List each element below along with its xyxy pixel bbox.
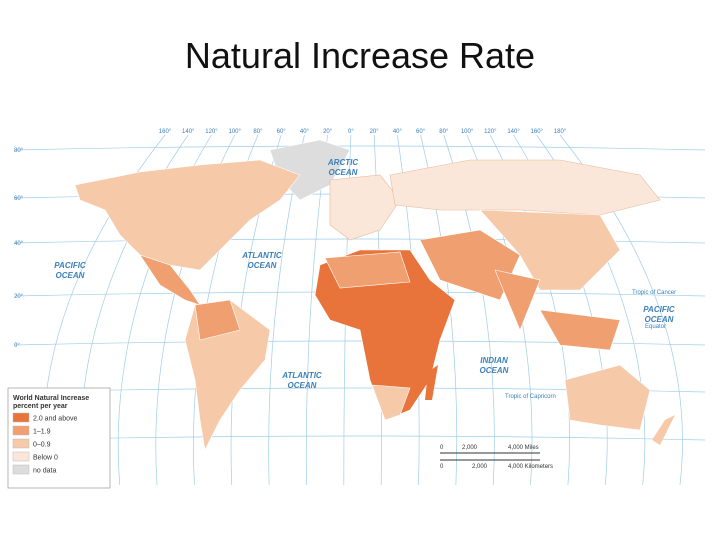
reference-line-label: Tropic of Capricorn bbox=[505, 394, 556, 400]
legend-swatch bbox=[12, 451, 30, 462]
longitude-label: 180° bbox=[554, 129, 567, 135]
map: 160° 140° 120° 100° 80° 60° 40° 20° 0° 20° 40° 60° 8… bbox=[5, 120, 715, 495]
southeast-asia bbox=[539, 309, 621, 351]
longitude-label: 40° bbox=[300, 129, 310, 135]
legend-label: 2.0 and above bbox=[33, 416, 77, 423]
legend-label: 1–1.9 bbox=[33, 429, 51, 436]
scale-label: 0 bbox=[440, 464, 444, 470]
legend-title: World Natural Increase bbox=[13, 395, 89, 402]
ocean-label: OCEAN bbox=[56, 271, 85, 280]
latitude-label: 0° bbox=[14, 343, 20, 349]
ocean-label: PACIFIC bbox=[643, 305, 675, 314]
longitude-label: 120° bbox=[205, 129, 218, 135]
longitude-label: 140° bbox=[182, 129, 195, 135]
reference-line-label: Tropic of Cancer bbox=[632, 290, 676, 296]
madagascar bbox=[425, 365, 438, 400]
longitude-label: 60° bbox=[277, 129, 287, 135]
ocean-label: PACIFIC bbox=[54, 261, 86, 270]
russia bbox=[389, 159, 661, 216]
legend-label: 0–0.9 bbox=[33, 442, 51, 449]
ocean-label: ATLANTIC bbox=[281, 371, 322, 380]
longitude-label: 160° bbox=[531, 129, 544, 135]
longitude-label: 20° bbox=[370, 129, 380, 135]
ocean-label: OCEAN bbox=[288, 381, 317, 390]
latitude-label: 20° bbox=[14, 294, 24, 300]
ocean-label: ATLANTIC bbox=[241, 251, 282, 260]
longitude-label: 60° bbox=[416, 129, 426, 135]
ocean-label: OCEAN bbox=[645, 315, 674, 324]
ocean-label: INDIAN bbox=[480, 356, 508, 365]
ocean-label: ARCTIC bbox=[327, 158, 358, 167]
reference-line-label: Equator bbox=[645, 324, 666, 330]
latitude-label: 60° bbox=[14, 196, 24, 202]
ocean-label: OCEAN bbox=[480, 366, 509, 375]
europe bbox=[329, 174, 401, 241]
scale-bar: 0 2,000 4,000 Miles 0 2,000 4,000 Kilometers bbox=[440, 445, 553, 470]
north-america bbox=[74, 159, 301, 271]
longitude-label: 20° bbox=[323, 129, 333, 135]
australia bbox=[564, 364, 651, 431]
longitude-label: 40° bbox=[393, 129, 403, 135]
scale-label: 4,000 Miles bbox=[508, 445, 539, 451]
legend-swatch bbox=[12, 464, 30, 475]
middle-east bbox=[419, 229, 521, 301]
parallel bbox=[14, 145, 706, 151]
legend-label: no data bbox=[33, 468, 56, 475]
north-africa bbox=[324, 251, 411, 289]
longitude-label: 100° bbox=[461, 129, 474, 135]
ocean-label: OCEAN bbox=[329, 168, 358, 177]
legend-swatch bbox=[12, 412, 30, 423]
africa bbox=[314, 249, 456, 421]
legend-swatch bbox=[12, 425, 30, 436]
scale-label: 4,000 Kilometers bbox=[508, 464, 553, 470]
longitude-label: 80° bbox=[253, 129, 263, 135]
latitude-label: 40° bbox=[14, 241, 24, 247]
longitude-label: 100° bbox=[228, 129, 241, 135]
longitude-label: 80° bbox=[439, 129, 449, 135]
title: Natural Increase Rate bbox=[185, 35, 535, 76]
longitude-label: 140° bbox=[507, 129, 520, 135]
longitude-label: 120° bbox=[484, 129, 497, 135]
scale-label: 2,000 bbox=[472, 464, 488, 470]
south-africa bbox=[371, 384, 411, 421]
east-asia bbox=[479, 209, 621, 291]
new-zealand bbox=[652, 415, 675, 445]
latitude-label: 80° bbox=[14, 148, 24, 154]
legend-title: percent per year bbox=[13, 403, 68, 410]
legend-swatch bbox=[12, 438, 30, 449]
legend-label: Below 0 bbox=[33, 455, 58, 462]
longitude-label: 0° bbox=[348, 129, 354, 135]
scale-label: 0 bbox=[440, 445, 444, 451]
longitude-label: 160° bbox=[159, 129, 172, 135]
south-asia bbox=[494, 269, 541, 331]
south-america-north bbox=[194, 299, 241, 341]
scale-label: 2,000 bbox=[462, 445, 478, 451]
ocean-label: OCEAN bbox=[248, 261, 277, 270]
